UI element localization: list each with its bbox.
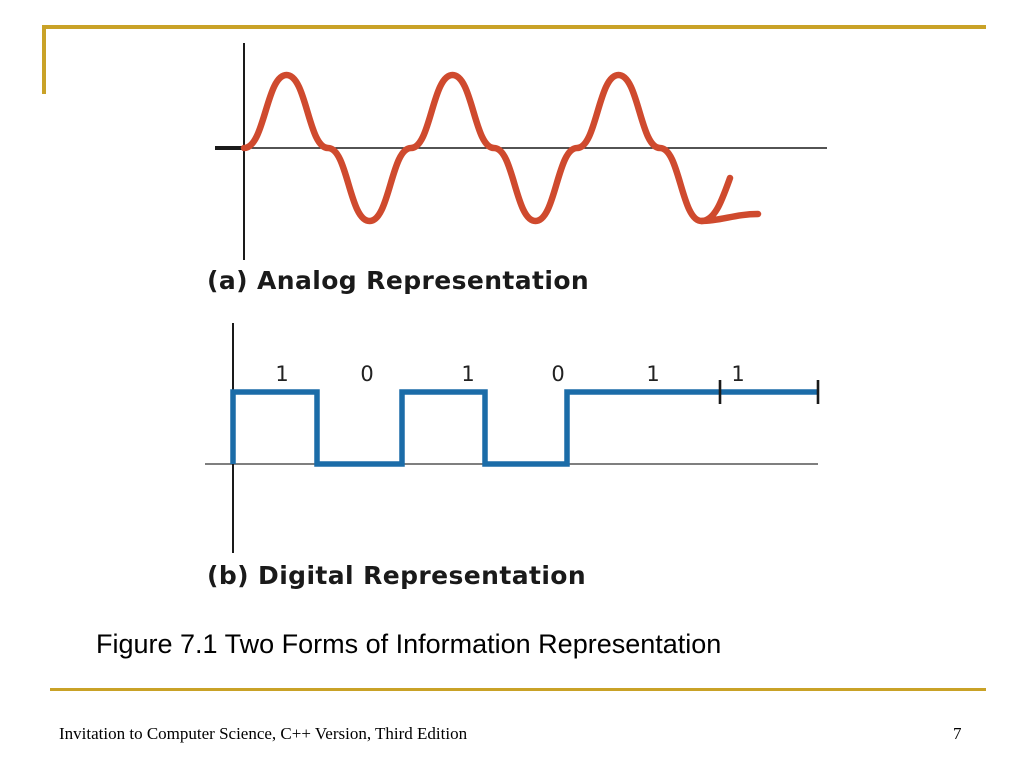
analog-panel-caption: (a) Analog Representation: [207, 266, 590, 295]
analog-sine-curve: [240, 71, 734, 225]
gold-bottom-rule: [50, 688, 986, 691]
digital-bit-label-0: 1: [275, 362, 289, 386]
digital-bit-label-2: 1: [461, 362, 475, 386]
figure-graphics: [205, 43, 827, 553]
gold-top-rule: [42, 25, 986, 29]
digital-bit-label-3: 0: [551, 362, 565, 386]
digital-square-wave: [230, 389, 818, 467]
digital-bit-label-1: 0: [360, 362, 374, 386]
footer-source-text: Invitation to Computer Science, C++ Vers…: [59, 724, 468, 743]
analog-sine-tail: [698, 210, 762, 225]
figure-area: 1 0 1 0 1 1 (a) Analog Representation (b…: [205, 43, 827, 590]
digital-bit-label-4: 1: [646, 362, 660, 386]
analog-chart: [215, 43, 827, 260]
footer-page-number: 7: [953, 724, 962, 743]
figure-title: Figure 7.1 Two Forms of Information Repr…: [96, 629, 722, 659]
gold-left-rule: [42, 25, 46, 94]
digital-chart: [205, 323, 820, 553]
digital-panel-caption: (b) Digital Representation: [207, 561, 587, 590]
digital-bit-label-5: 1: [731, 362, 745, 386]
